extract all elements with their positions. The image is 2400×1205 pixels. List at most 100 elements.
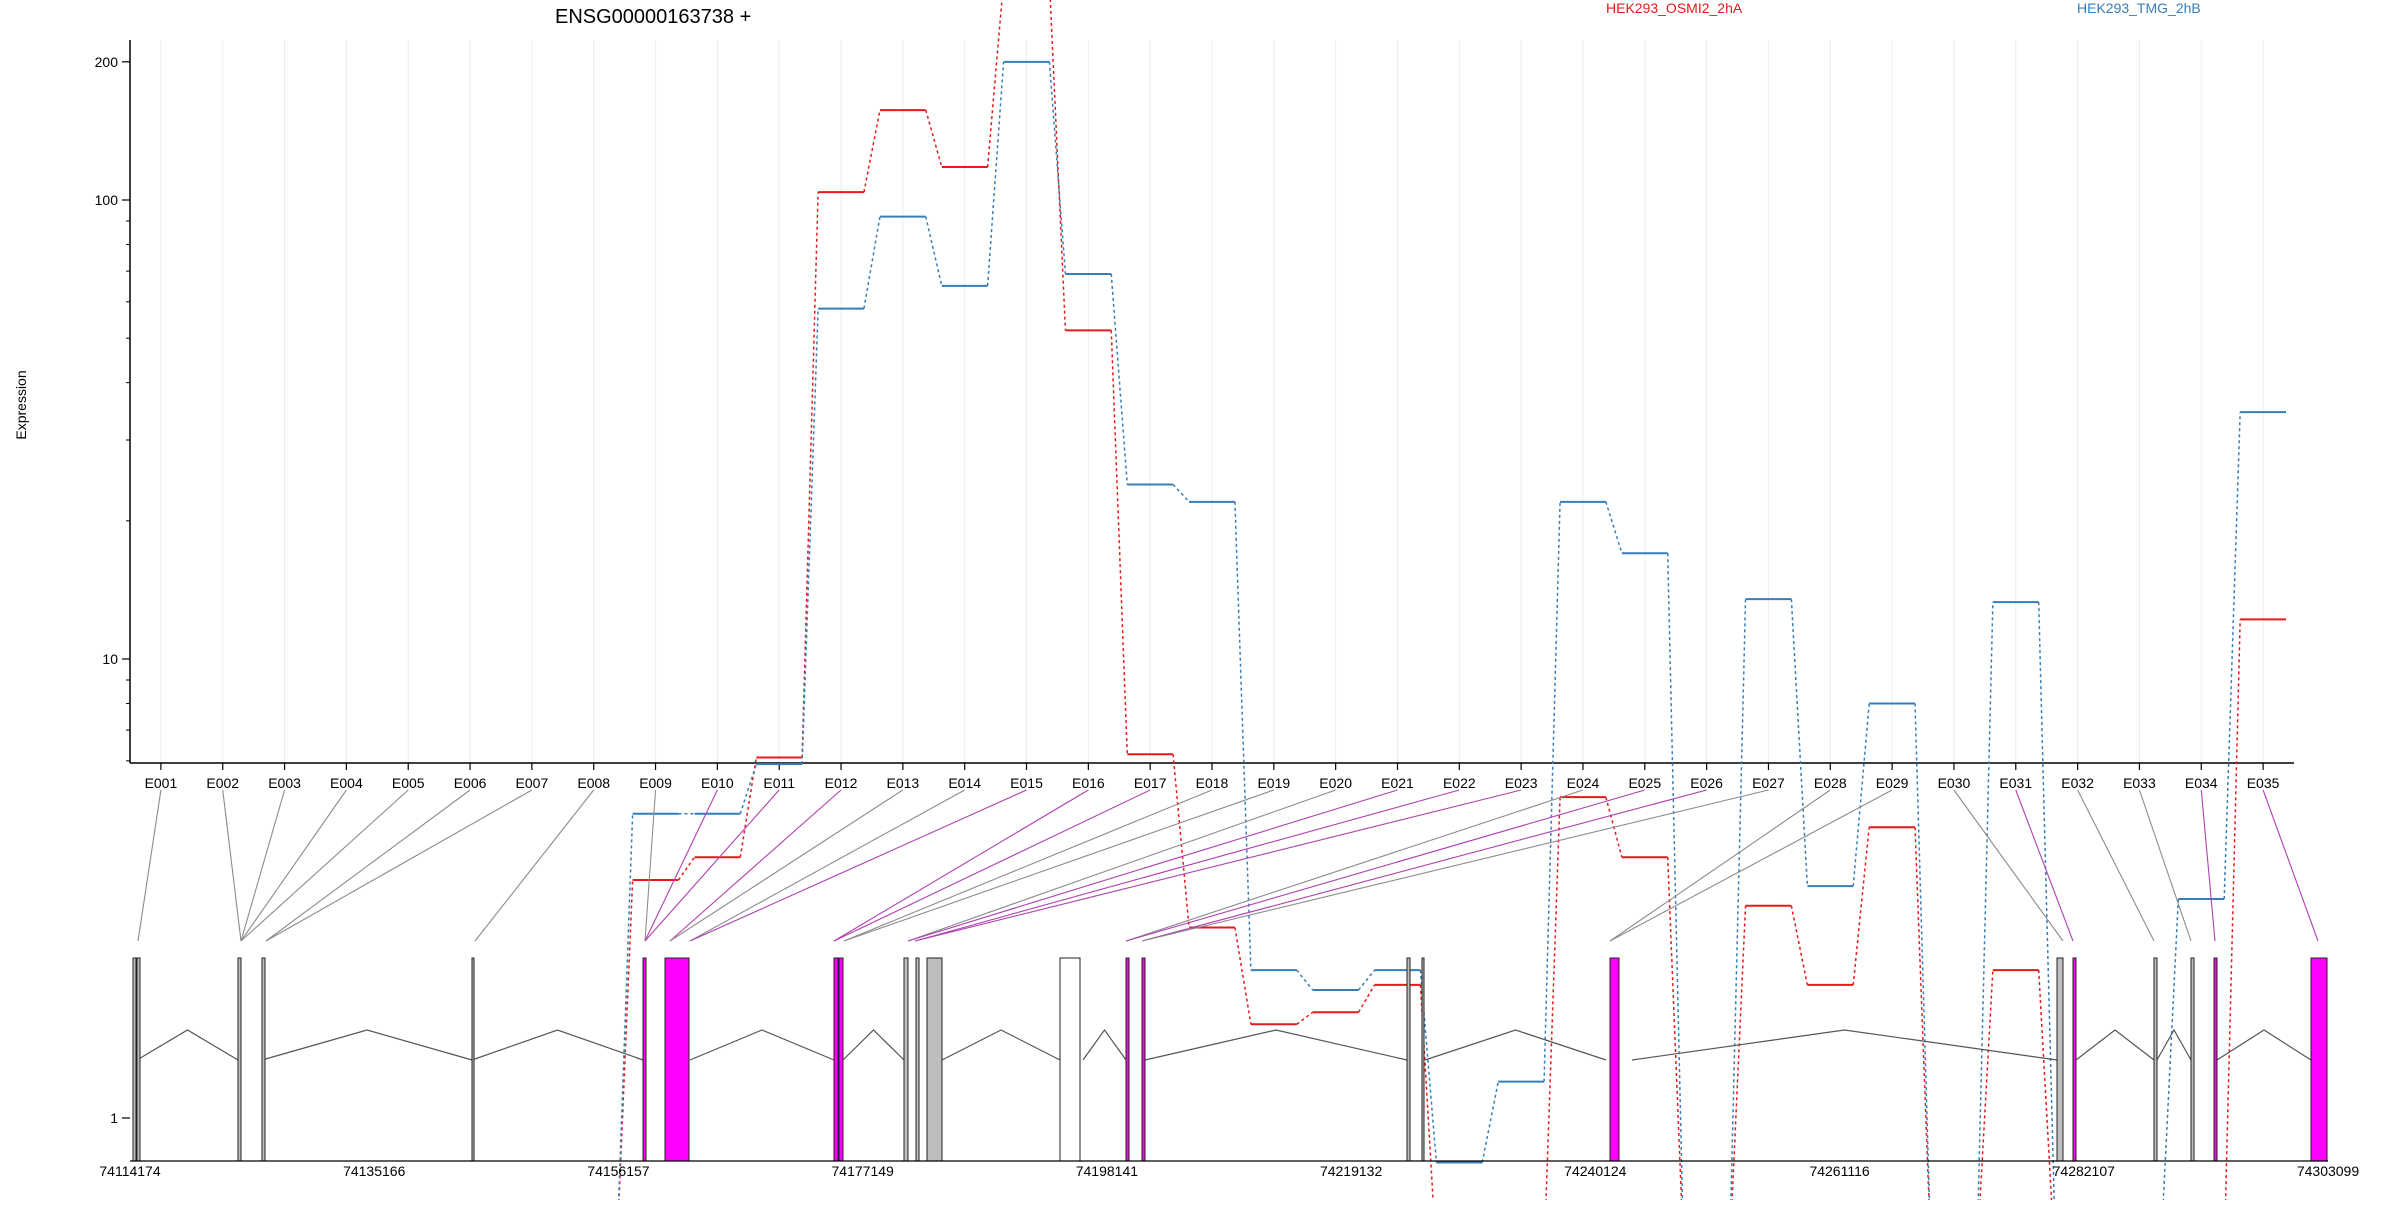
x-tick-label: E031 bbox=[1999, 775, 2032, 791]
intron-line bbox=[2156, 1028, 2192, 1061]
series-connector bbox=[986, 61, 1005, 286]
series-connector bbox=[925, 109, 943, 168]
x-tick-label: E027 bbox=[1752, 775, 1785, 791]
intron-line bbox=[842, 1029, 905, 1061]
exon-connector bbox=[2077, 789, 2155, 942]
series-connector bbox=[1731, 905, 1747, 1205]
x-tick-label: E011 bbox=[763, 775, 795, 791]
exon-connector bbox=[914, 789, 1460, 942]
x-tick-label: E003 bbox=[268, 775, 301, 791]
series-connector bbox=[1110, 330, 1129, 755]
exon-connector bbox=[689, 789, 965, 942]
exon-box bbox=[915, 957, 920, 1162]
genome-coordinate-label: 74240124 bbox=[1564, 1163, 1627, 1179]
x-tick-label: E014 bbox=[948, 775, 981, 791]
y-axis-label: Expression bbox=[13, 370, 29, 439]
exon-box bbox=[1141, 957, 1146, 1162]
exon-box bbox=[1059, 957, 1081, 1162]
y-tick-label: 1 bbox=[110, 1110, 118, 1126]
exon-connector bbox=[2262, 789, 2319, 942]
exon-connector bbox=[240, 789, 286, 942]
exon-box bbox=[642, 957, 647, 1162]
x-tick-label: E005 bbox=[392, 775, 425, 791]
exon-box bbox=[2153, 957, 2158, 1162]
series-connector bbox=[1543, 501, 1561, 1082]
series-connector bbox=[1172, 483, 1190, 503]
genome-coordinate-label: 74114174 bbox=[99, 1163, 160, 1179]
exon-box bbox=[903, 957, 909, 1162]
series-connector bbox=[863, 216, 881, 309]
exon-connector bbox=[644, 789, 718, 942]
intron-line bbox=[1631, 1029, 2058, 1061]
series-connector bbox=[1545, 797, 1561, 1205]
exon-connector bbox=[914, 789, 1522, 942]
x-tick-label: E016 bbox=[1072, 775, 1105, 791]
x-tick-label: E019 bbox=[1257, 775, 1290, 791]
x-tick-label: E015 bbox=[1010, 775, 1043, 791]
x-tick-label: E009 bbox=[639, 775, 672, 791]
exon-connector bbox=[689, 789, 1027, 942]
intron-line bbox=[1144, 1029, 1408, 1061]
genome-coordinate-label: 74303099 bbox=[2297, 1163, 2360, 1179]
legend-entry-tmg: HEK293_TMG_2hB bbox=[2077, 0, 2201, 16]
x-tick-label: E022 bbox=[1443, 775, 1476, 791]
exon-box bbox=[2213, 957, 2218, 1162]
series-connector bbox=[863, 109, 881, 193]
series-connector bbox=[1914, 827, 1930, 1205]
x-tick-label: E017 bbox=[1134, 775, 1167, 791]
series-connector bbox=[1852, 827, 1870, 985]
series-connector bbox=[2162, 898, 2180, 1205]
exon-box bbox=[237, 957, 242, 1162]
exon-connector bbox=[222, 789, 242, 942]
exon-connector bbox=[669, 789, 904, 942]
series-connector bbox=[986, 0, 1003, 168]
exon-connector bbox=[240, 789, 409, 942]
intron-line bbox=[261, 1029, 473, 1061]
x-tick-label: E023 bbox=[1505, 775, 1538, 791]
exon-connector bbox=[1953, 789, 2064, 942]
series-connector bbox=[801, 308, 819, 765]
x-tick-label: E030 bbox=[1938, 775, 1971, 791]
intron-line bbox=[1424, 1029, 1607, 1061]
exon-connector bbox=[907, 789, 1336, 942]
series-connector bbox=[1666, 857, 1683, 1205]
genome-coordinate-label: 74219132 bbox=[1320, 1163, 1383, 1179]
exon-box bbox=[926, 957, 943, 1162]
series-connector bbox=[1296, 969, 1314, 991]
exon-box bbox=[1406, 957, 1411, 1162]
exon-box bbox=[1421, 957, 1425, 1162]
exon-connector bbox=[1609, 789, 1831, 942]
x-tick-label: E012 bbox=[825, 775, 858, 791]
series-connector bbox=[1730, 599, 1747, 1205]
series-layer bbox=[617, 0, 2286, 1205]
exon-box bbox=[2190, 957, 2195, 1162]
exon-connector bbox=[2138, 789, 2192, 942]
series-connector bbox=[1852, 703, 1870, 887]
exon-connector bbox=[265, 789, 533, 942]
grid-layer bbox=[160, 40, 2264, 763]
exon-connector bbox=[833, 789, 1089, 942]
exon-connector bbox=[843, 789, 1275, 942]
series-connector bbox=[801, 192, 819, 758]
series-connector bbox=[1666, 553, 1684, 1205]
x-tick-label: E001 bbox=[145, 775, 178, 791]
series-connector bbox=[1605, 501, 1623, 554]
x-tick-label: E006 bbox=[454, 775, 487, 791]
series-connector bbox=[1049, 0, 1067, 331]
x-tick-label: E004 bbox=[330, 775, 363, 791]
x-tick-label: E018 bbox=[1196, 775, 1229, 791]
exon-connector bbox=[265, 789, 471, 942]
intron-line bbox=[136, 1029, 239, 1061]
series-connector bbox=[1110, 273, 1129, 485]
exon-connector bbox=[1125, 789, 1645, 942]
exon-connector bbox=[2015, 789, 2074, 942]
x-tick-label: E024 bbox=[1567, 775, 1600, 791]
intron-line bbox=[471, 1029, 644, 1061]
exon-box bbox=[261, 957, 266, 1162]
exon-connector bbox=[1609, 789, 1893, 942]
exon-connector bbox=[474, 789, 595, 942]
series-tmg bbox=[617, 60, 2286, 1205]
exon-box bbox=[1125, 957, 1130, 1162]
exon-connector bbox=[907, 789, 1398, 942]
